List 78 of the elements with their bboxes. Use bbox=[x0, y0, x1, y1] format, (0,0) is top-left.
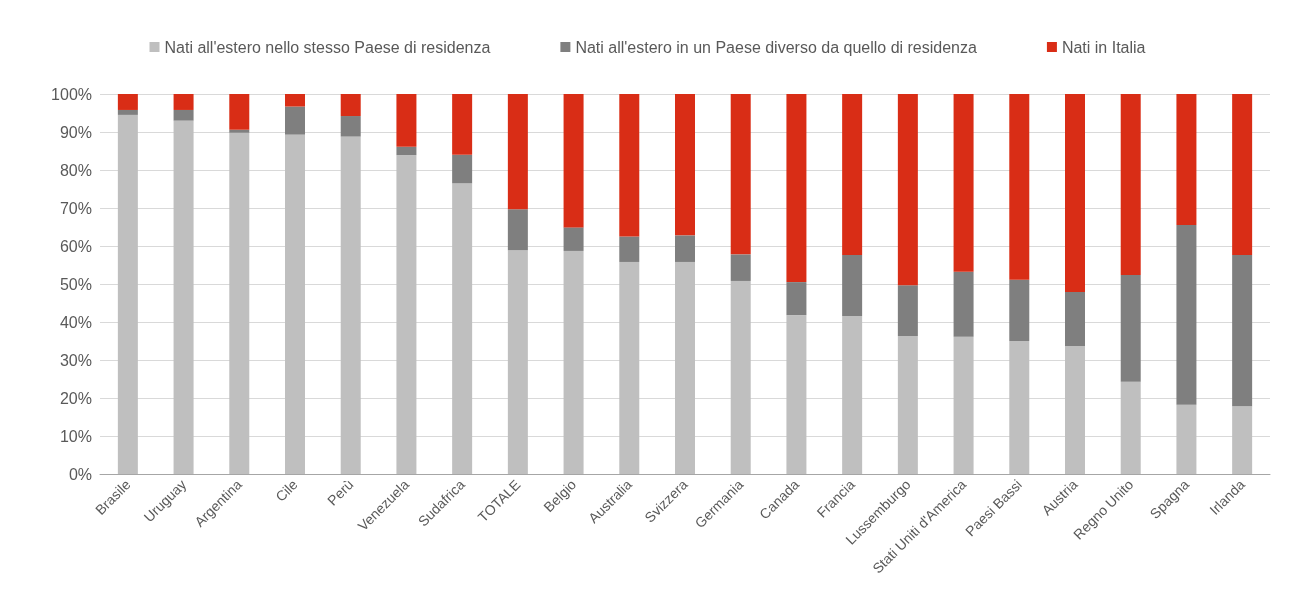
bar bbox=[1176, 225, 1197, 405]
y-tick-label: 40% bbox=[59, 313, 92, 331]
bar bbox=[1120, 381, 1141, 474]
bar bbox=[619, 94, 640, 237]
bar bbox=[396, 155, 417, 474]
bar bbox=[786, 315, 807, 474]
bar bbox=[730, 94, 751, 255]
bar bbox=[285, 106, 305, 135]
y-tick-label: 100% bbox=[51, 85, 92, 103]
y-tick-label: 10% bbox=[59, 427, 92, 445]
bar bbox=[452, 183, 473, 474]
y-tick-label: 50% bbox=[59, 275, 92, 293]
bar bbox=[953, 94, 974, 272]
bar bbox=[1232, 406, 1253, 474]
legend-label: Nati all'estero nello stesso Paese di residenza bbox=[164, 38, 491, 56]
bar bbox=[285, 94, 305, 107]
bar bbox=[452, 94, 473, 155]
bar bbox=[786, 282, 807, 316]
bar bbox=[117, 109, 138, 115]
y-tick-label: 0% bbox=[68, 465, 92, 483]
bar bbox=[563, 94, 584, 228]
bar bbox=[507, 209, 528, 251]
legend-label: Nati all'estero in un Paese diverso da quello di residenza bbox=[575, 38, 978, 56]
bar bbox=[563, 227, 584, 251]
bar bbox=[1065, 345, 1085, 474]
bar bbox=[1232, 255, 1253, 407]
bar bbox=[229, 132, 250, 474]
bar bbox=[897, 285, 918, 337]
bar bbox=[842, 255, 863, 316]
bar bbox=[842, 94, 863, 256]
bar bbox=[285, 134, 305, 474]
bar bbox=[229, 94, 250, 130]
y-tick-label: 90% bbox=[59, 123, 92, 141]
bar bbox=[507, 250, 528, 474]
bar bbox=[173, 94, 194, 110]
bar bbox=[1120, 274, 1141, 382]
y-tick-label: 70% bbox=[59, 199, 92, 217]
bar bbox=[730, 280, 751, 474]
bar bbox=[117, 114, 138, 474]
bar bbox=[1009, 279, 1030, 341]
bar bbox=[340, 94, 361, 117]
bar bbox=[619, 261, 640, 474]
bar bbox=[1065, 94, 1085, 292]
bar bbox=[730, 254, 751, 281]
bar bbox=[229, 129, 250, 133]
bar bbox=[897, 336, 918, 474]
legend-label: Nati in Italia bbox=[1061, 38, 1146, 56]
bar bbox=[173, 109, 194, 121]
bar bbox=[675, 94, 695, 236]
bar bbox=[1232, 94, 1253, 256]
bar bbox=[396, 94, 417, 147]
bar bbox=[1120, 94, 1141, 275]
bar bbox=[675, 235, 695, 262]
bar bbox=[786, 94, 807, 283]
y-tick-label: 60% bbox=[59, 237, 92, 255]
bar bbox=[173, 120, 194, 474]
bar bbox=[1065, 291, 1085, 346]
bar bbox=[340, 136, 361, 474]
x-tick-label: Cile bbox=[272, 476, 301, 505]
bar bbox=[675, 261, 695, 474]
bar bbox=[897, 94, 918, 286]
y-tick-label: 30% bbox=[59, 351, 92, 369]
bar bbox=[340, 116, 361, 137]
y-tick-label: 80% bbox=[59, 161, 92, 179]
bar bbox=[396, 146, 417, 156]
bar bbox=[953, 271, 974, 337]
bar bbox=[452, 154, 473, 184]
bar bbox=[953, 336, 974, 474]
bar bbox=[1176, 404, 1197, 474]
bar bbox=[117, 94, 138, 110]
bar bbox=[563, 250, 584, 474]
y-tick-label: 20% bbox=[59, 389, 92, 407]
bar bbox=[1009, 341, 1030, 474]
bar bbox=[842, 315, 863, 474]
bar bbox=[1009, 94, 1030, 280]
bar bbox=[1176, 94, 1197, 226]
bar bbox=[619, 236, 640, 262]
bar bbox=[507, 94, 528, 210]
